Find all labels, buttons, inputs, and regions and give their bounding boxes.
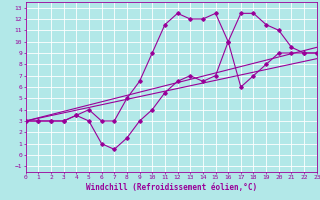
X-axis label: Windchill (Refroidissement éolien,°C): Windchill (Refroidissement éolien,°C) bbox=[86, 183, 257, 192]
